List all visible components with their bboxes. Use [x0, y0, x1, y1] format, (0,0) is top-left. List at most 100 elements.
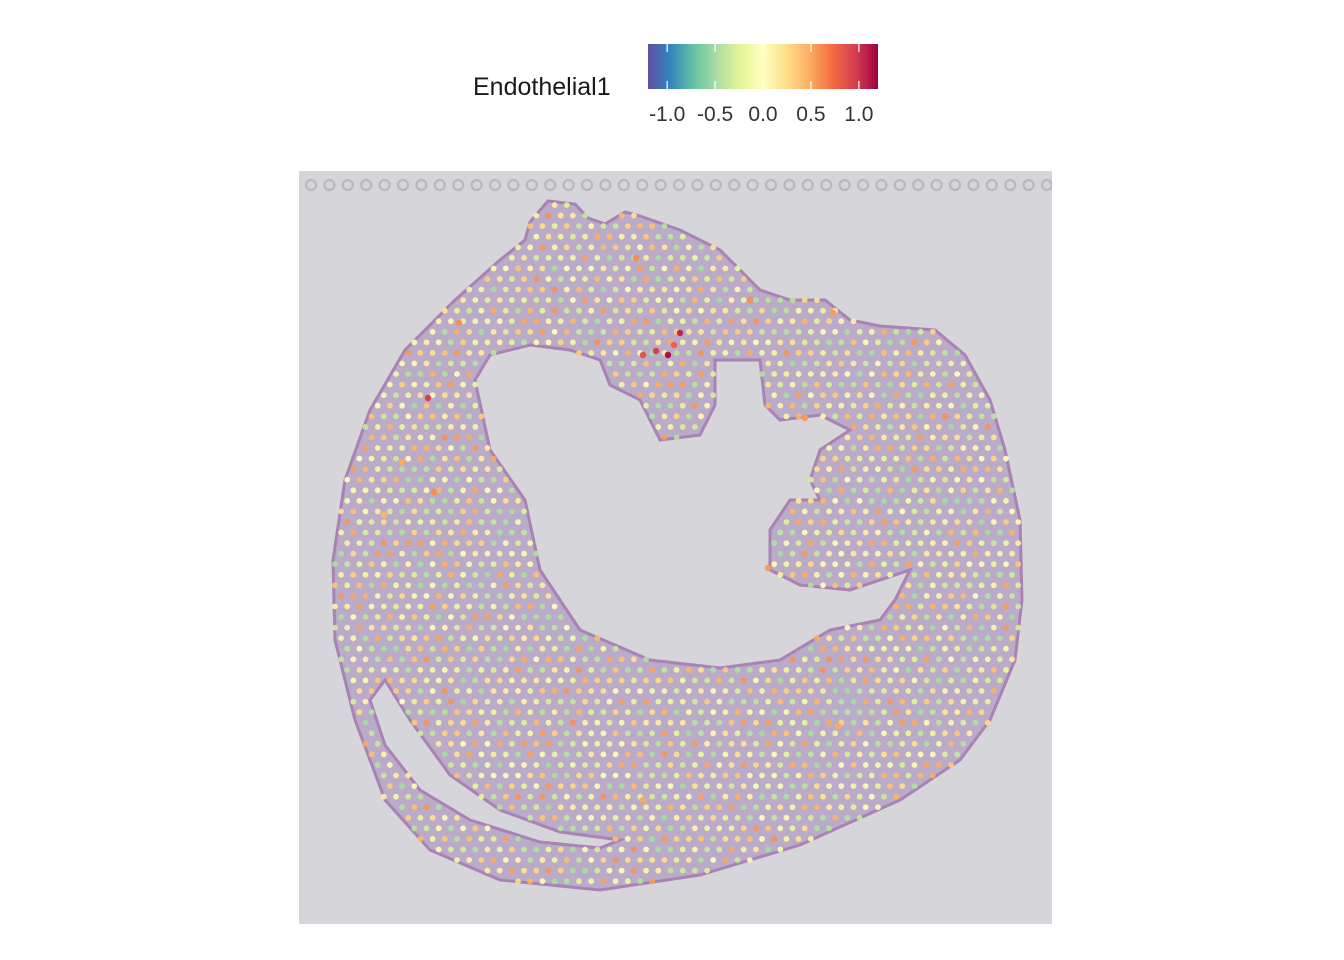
spot [509, 762, 515, 768]
spot [881, 328, 887, 335]
spot [710, 772, 717, 779]
spot [594, 233, 601, 240]
spot [460, 762, 466, 768]
spot [417, 497, 424, 504]
spot [789, 804, 796, 811]
spot [368, 540, 375, 546]
spot [875, 550, 881, 557]
spot [838, 360, 845, 367]
spot [936, 402, 942, 409]
spot [777, 571, 784, 578]
spot [923, 719, 930, 726]
spot [631, 339, 637, 346]
spot [1009, 550, 1015, 557]
spot [783, 350, 790, 356]
spot [368, 413, 375, 420]
spot [856, 688, 863, 694]
spot [716, 318, 723, 325]
spot [734, 836, 741, 842]
spot [545, 233, 552, 240]
spot [655, 233, 662, 240]
spot [875, 719, 881, 726]
spot [783, 814, 790, 821]
spot [362, 487, 369, 494]
spot [685, 328, 692, 335]
spot [527, 709, 534, 715]
spot [606, 254, 613, 261]
spot [942, 645, 948, 652]
fiducial-spot [783, 178, 796, 192]
spot [966, 371, 973, 377]
spot [875, 445, 881, 451]
spot [850, 318, 857, 325]
spot [704, 719, 710, 726]
spot [814, 740, 820, 747]
spot [612, 814, 619, 821]
spot [551, 688, 558, 694]
spot [417, 413, 424, 420]
spot [942, 350, 948, 356]
spot [679, 719, 686, 726]
spot [826, 508, 832, 515]
spot [563, 814, 570, 821]
spot [759, 328, 765, 335]
fiducial-spot [433, 178, 446, 192]
spot [600, 814, 607, 821]
spot [612, 371, 619, 377]
spot [484, 783, 491, 789]
spot [923, 339, 930, 346]
spot [692, 846, 698, 853]
spot [631, 233, 637, 240]
spot [801, 783, 808, 789]
spot [844, 561, 851, 568]
spot [814, 719, 820, 726]
spot [881, 561, 887, 568]
spot [472, 445, 479, 451]
spot [807, 751, 814, 758]
spot [606, 339, 613, 346]
spot [637, 857, 643, 863]
spot [832, 667, 839, 673]
spot [832, 751, 839, 758]
fiducial-spot [396, 178, 410, 192]
spot [380, 455, 387, 462]
spot [911, 635, 918, 642]
spot [429, 730, 436, 737]
spot [448, 677, 454, 684]
spot [393, 667, 399, 673]
fiducial-spot [304, 178, 318, 192]
spot [612, 793, 619, 800]
spot [405, 603, 412, 610]
spot [917, 519, 924, 525]
spot [417, 350, 424, 356]
spot [478, 540, 485, 546]
spot [893, 497, 900, 504]
fiducial-spot [580, 178, 594, 192]
spot [423, 529, 430, 536]
spot [673, 814, 680, 821]
spot [832, 455, 839, 462]
spot [515, 307, 521, 314]
spot [911, 571, 918, 578]
spot [893, 540, 900, 546]
spot [929, 434, 936, 441]
spot [649, 392, 656, 399]
spot [509, 339, 515, 346]
spot [387, 424, 393, 430]
spot [502, 519, 509, 525]
spot [826, 550, 832, 557]
spot [905, 328, 912, 335]
spot [905, 751, 912, 758]
spot [984, 466, 991, 472]
spot [716, 276, 723, 282]
spot [997, 635, 1003, 642]
spot [643, 339, 649, 346]
spot [460, 402, 466, 409]
spot [478, 624, 485, 631]
fiducial-spot [930, 178, 943, 192]
spot [728, 677, 735, 684]
spot [978, 645, 985, 652]
spot [618, 762, 625, 768]
spot [478, 645, 485, 652]
spot [783, 772, 790, 779]
